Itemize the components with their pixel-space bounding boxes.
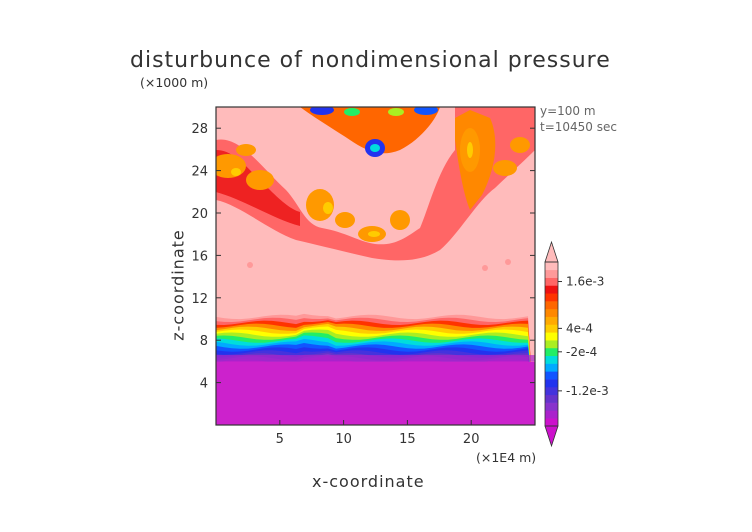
colorbar: 1.6e-3 4e-4 -2e-4 -1.2e-3	[544, 240, 609, 448]
colorbar-segment	[545, 269, 558, 278]
colorbar-segment	[545, 277, 558, 286]
x-tick-label: 20	[463, 432, 480, 447]
yellow-core	[231, 168, 241, 176]
x-axis-label: x-coordinate	[312, 472, 425, 491]
colorbar-segment	[545, 379, 558, 388]
annotation-time: t=10450 sec	[540, 120, 617, 134]
y-tick-label: 12	[191, 292, 208, 307]
colorbar-segment	[545, 293, 558, 302]
annotation-y: y=100 m	[540, 104, 596, 118]
negative-cell	[388, 108, 404, 116]
negative-cell	[310, 107, 334, 115]
colorbar-segment	[545, 347, 558, 357]
yellow-core	[467, 142, 473, 158]
y-tick-label: 24	[191, 165, 208, 180]
yellow-core	[368, 231, 380, 237]
chart-title: disturbunce of nondimensional pressure	[130, 48, 611, 73]
colorbar-segment	[545, 301, 558, 310]
negative-cell	[414, 107, 438, 115]
colorbar-label: 1.6e-3	[566, 275, 604, 289]
colorbar-segment	[545, 410, 558, 419]
colorbar-segment	[545, 363, 558, 372]
colorbar-segment	[545, 355, 558, 364]
negative-bottom-edge	[216, 355, 535, 362]
field-speck	[505, 259, 511, 265]
colorbar-segment	[545, 285, 558, 294]
colorbar-segment	[545, 418, 558, 427]
y-tick-label: 8	[200, 334, 208, 349]
colorbar-segment	[545, 332, 558, 341]
orange-core	[493, 160, 517, 176]
negative-cell	[370, 144, 380, 152]
colorbar-frame	[544, 261, 559, 427]
x-tick-label: 10	[335, 432, 352, 447]
colorbar-segment	[545, 402, 558, 411]
colorbar-segment	[545, 316, 558, 325]
orange-core	[510, 137, 530, 153]
negative-cell	[344, 108, 360, 116]
x-tick-label: 5	[276, 432, 284, 447]
colorbar-label: -1.2e-3	[566, 384, 609, 398]
y-ticks: 4 8 12 16 20 24 28	[191, 122, 535, 392]
field-speck	[482, 265, 488, 271]
field-speck	[247, 262, 253, 268]
colorbar-segment	[545, 324, 558, 333]
colorbar-bottom-arrow	[544, 425, 559, 448]
colorbar-label: -2e-4	[566, 345, 597, 359]
colorbar-segment	[545, 394, 558, 403]
colorbar-top-arrow	[544, 240, 559, 263]
x-ticks: 5 10 15 20	[276, 420, 480, 447]
x-tick-label: 15	[399, 432, 416, 447]
y-tick-label: 16	[191, 249, 208, 264]
orange-core	[236, 144, 256, 156]
orange-core	[246, 170, 274, 190]
negative-bottom	[216, 361, 535, 425]
colorbar-label: 4e-4	[566, 321, 593, 335]
colorbar-segment	[545, 308, 558, 317]
top-lobe	[300, 107, 440, 154]
orange-core	[335, 212, 355, 228]
colorbar-segment	[545, 371, 558, 380]
y-tick-label: 28	[191, 122, 208, 137]
colorbar-segment	[545, 262, 558, 271]
colorbar-segment	[545, 386, 558, 396]
contour-field	[216, 107, 535, 425]
orange-core	[390, 210, 410, 230]
colorbar-segment	[545, 340, 558, 349]
plot-frame	[215, 106, 536, 426]
y-tick-label: 4	[200, 377, 208, 392]
y-tick-label: 20	[191, 207, 208, 222]
yellow-core	[323, 202, 333, 214]
y-unit-label: (×1000 m)	[140, 75, 209, 90]
x-unit-label: (×1E4 m)	[476, 450, 537, 465]
